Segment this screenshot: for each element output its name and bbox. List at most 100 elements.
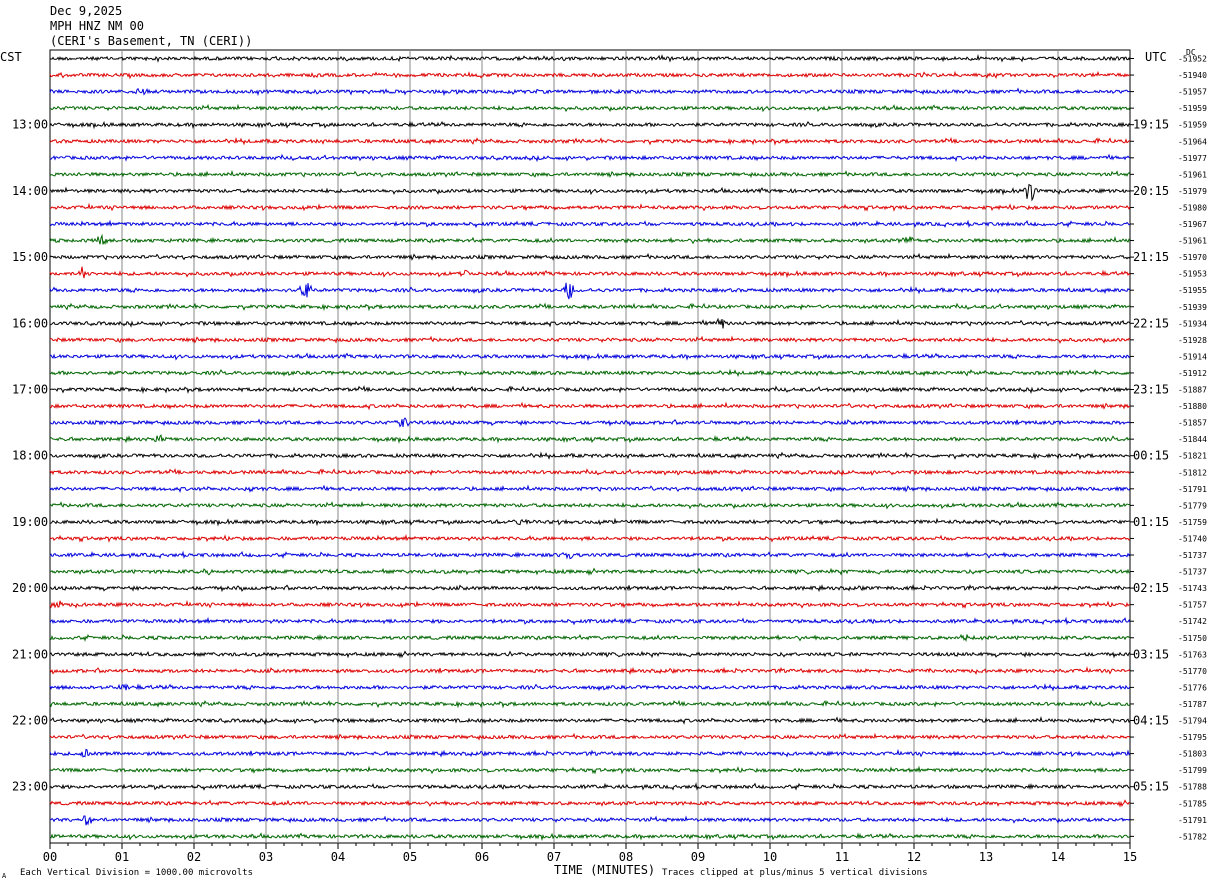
header-date: Dec 9,2025 xyxy=(50,4,123,18)
seismic-trace xyxy=(49,434,1131,444)
x-tick-label: 08 xyxy=(619,850,633,864)
dc-offset-label: -51742 xyxy=(1178,617,1207,626)
seismic-trace xyxy=(49,169,1131,179)
seismic-trace xyxy=(49,748,1131,758)
dc-offset-label: -51940 xyxy=(1178,71,1207,80)
dc-offset-label: -51955 xyxy=(1178,286,1207,295)
dc-offset-label: -51844 xyxy=(1178,435,1207,444)
dc-offset-label: -51979 xyxy=(1178,187,1207,196)
seismic-trace xyxy=(50,517,1131,527)
dc-offset-label: -51934 xyxy=(1178,319,1207,328)
seismic-trace xyxy=(49,120,1131,130)
left-hour-label: 14:00 xyxy=(12,184,48,198)
left-hour-label: 17:00 xyxy=(12,383,48,397)
header-station: MPH HNZ NM 00 xyxy=(50,19,144,33)
seismic-trace xyxy=(49,252,1131,261)
right-hour-label: 20:15 xyxy=(1133,184,1169,198)
seismic-trace xyxy=(49,70,1131,80)
dc-offset-label: -51779 xyxy=(1178,501,1207,510)
left-hour-label: 16:00 xyxy=(12,316,48,330)
seismic-trace xyxy=(49,550,1131,560)
seismic-trace xyxy=(49,599,1130,609)
seismic-trace xyxy=(49,335,1131,344)
seismic-trace xyxy=(49,533,1131,543)
dc-offset-label: -51912 xyxy=(1178,369,1207,378)
x-axis-title: TIME (MINUTES) xyxy=(554,863,656,877)
dc-offset-label: -51821 xyxy=(1178,452,1207,461)
x-tick-label: 15 xyxy=(1123,850,1137,864)
clip-note: Traces clipped at plus/minus 5 vertical … xyxy=(662,868,928,878)
seismic-trace xyxy=(49,219,1131,229)
corner-mark: A xyxy=(2,872,7,880)
seismic-trace xyxy=(49,616,1131,626)
dc-label: DC xyxy=(1186,48,1196,57)
left-hour-label: 15:00 xyxy=(12,250,48,264)
x-tick-label: 00 xyxy=(43,850,57,864)
seismic-trace xyxy=(49,584,1131,593)
left-hour-label: 21:00 xyxy=(12,647,48,661)
left-hour-label: 20:00 xyxy=(12,581,48,595)
x-tick-label: 01 xyxy=(115,850,129,864)
seismic-trace xyxy=(49,183,1131,202)
seismic-trace xyxy=(49,417,1131,428)
left-hour-label: 19:00 xyxy=(12,515,48,529)
seismic-trace xyxy=(49,500,1131,510)
right-hour-label: 19:15 xyxy=(1133,118,1169,132)
dc-offset-label: -51957 xyxy=(1178,88,1207,97)
dc-offset-label: -51961 xyxy=(1178,170,1207,179)
seismic-trace xyxy=(49,385,1131,394)
seismic-trace xyxy=(50,815,1131,826)
right-hour-label: 21:15 xyxy=(1133,250,1169,264)
right-hour-label: 01:15 xyxy=(1133,515,1169,529)
left-hour-label: 13:00 xyxy=(12,118,48,132)
seismic-trace xyxy=(49,451,1131,461)
right-hour-label: 04:15 xyxy=(1133,714,1169,728)
seismic-trace xyxy=(49,732,1131,741)
dc-offset-label: -51953 xyxy=(1178,270,1207,279)
dc-offset-label: -51791 xyxy=(1178,816,1207,825)
dc-offset-label: -51880 xyxy=(1178,402,1207,411)
right-hour-label: 23:15 xyxy=(1133,383,1169,397)
dc-offset-label: -51757 xyxy=(1178,601,1207,610)
dc-offset-label: -51791 xyxy=(1178,485,1207,494)
seismic-trace xyxy=(49,87,1131,97)
seismic-trace xyxy=(49,650,1131,659)
dc-offset-label: -51788 xyxy=(1178,783,1207,792)
dc-offset-label: -51759 xyxy=(1178,518,1207,527)
dc-offset-label: -51952 xyxy=(1178,55,1207,64)
header-location: (CERI's Basement, TN (CERI)) xyxy=(50,34,253,48)
seismic-trace xyxy=(49,765,1130,775)
x-tick-label: 13 xyxy=(979,850,993,864)
right-axis-title: UTC xyxy=(1145,50,1167,64)
dc-offset-label: -51803 xyxy=(1178,750,1207,759)
dc-offset-label: -51887 xyxy=(1178,386,1207,395)
dc-offset-label: -51787 xyxy=(1178,700,1207,709)
right-hour-label: 03:15 xyxy=(1133,647,1169,661)
dc-offset-label: -51812 xyxy=(1178,468,1207,477)
dc-offset-label: -51928 xyxy=(1178,336,1207,345)
right-hour-label: 02:15 xyxy=(1133,581,1169,595)
plot-frame xyxy=(49,49,1131,844)
seismic-trace xyxy=(49,716,1131,725)
dc-offset-label: -51794 xyxy=(1178,717,1207,726)
right-hour-label: 22:15 xyxy=(1133,316,1169,330)
seismic-trace xyxy=(49,666,1131,675)
dc-offset-label: -51964 xyxy=(1178,137,1207,146)
seismic-trace xyxy=(49,567,1130,576)
seismic-trace xyxy=(49,633,1131,643)
dc-offset-label: -51914 xyxy=(1178,352,1207,361)
seismic-trace xyxy=(49,467,1131,477)
x-tick-label: 14 xyxy=(1051,850,1065,864)
x-tick-label: 02 xyxy=(187,850,201,864)
seismic-trace xyxy=(49,317,1131,329)
x-tick-label: 10 xyxy=(763,850,777,864)
seismic-trace xyxy=(49,266,1131,279)
x-tick-label: 06 xyxy=(475,850,489,864)
seismic-trace xyxy=(49,484,1131,494)
left-axis-title: CST xyxy=(0,50,22,64)
seismic-trace xyxy=(49,782,1131,791)
dc-offset-label: -51939 xyxy=(1178,303,1207,312)
x-tick-label: 07 xyxy=(547,850,561,864)
dc-offset-label: -51961 xyxy=(1178,237,1207,246)
dc-offset-label: -51959 xyxy=(1178,104,1207,113)
